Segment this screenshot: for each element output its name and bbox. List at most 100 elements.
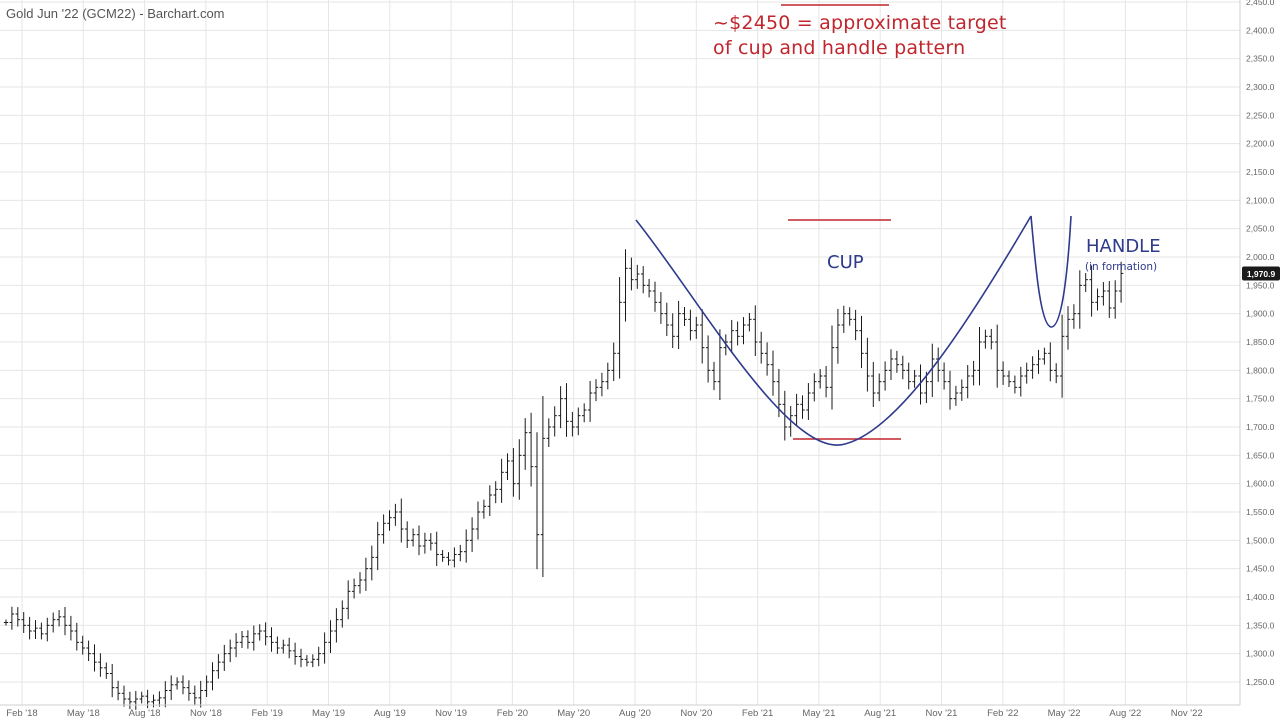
ohlc-bar xyxy=(936,347,941,382)
ohlc-bar xyxy=(375,521,380,571)
ohlc-bar xyxy=(369,545,374,581)
y-tick-label: 1,650.0 xyxy=(1246,450,1275,460)
ohlc-bar xyxy=(552,406,557,437)
y-tick-label: 1,450.0 xyxy=(1246,564,1275,574)
ohlc-bar xyxy=(275,636,280,654)
x-tick-label: Nov '21 xyxy=(926,708,958,719)
ohlc-bar xyxy=(1065,306,1071,350)
ohlc-bar xyxy=(351,578,357,599)
ohlc-bar xyxy=(127,691,133,710)
ohlc-bar xyxy=(169,675,174,700)
ohlc-bar xyxy=(322,632,327,664)
y-tick-label: 2,000.0 xyxy=(1246,252,1275,262)
x-tick-label: May '19 xyxy=(312,708,345,719)
ohlc-bar xyxy=(204,675,209,698)
ohlc-bar xyxy=(1077,270,1082,329)
ohlc-bar xyxy=(410,528,416,547)
ohlc-bar xyxy=(292,642,298,665)
y-tick-label: 1,900.0 xyxy=(1246,309,1275,319)
ohlc-bar xyxy=(298,648,304,668)
ohlc-bar xyxy=(110,663,115,698)
x-tick-label: Nov '18 xyxy=(190,708,222,719)
x-tick-label: May '18 xyxy=(67,708,100,719)
x-tick-label: Nov '19 xyxy=(435,708,467,719)
ohlc-bar xyxy=(747,312,752,332)
ohlc-bar xyxy=(163,681,168,708)
ohlc-bar xyxy=(629,257,634,291)
ohlc-bar xyxy=(759,331,764,364)
y-tick-label: 1,850.0 xyxy=(1246,337,1275,347)
ohlc-bar xyxy=(192,685,197,706)
y-tick-label: 2,150.0 xyxy=(1246,167,1275,177)
ohlc-bar xyxy=(1048,342,1053,382)
ohlc-bar xyxy=(1024,362,1029,384)
ohlc-bar xyxy=(641,266,646,294)
ohlc-bar xyxy=(1036,349,1041,374)
ohlc-bar xyxy=(428,533,433,551)
ohlc-bar xyxy=(711,361,717,391)
ohlc-bar xyxy=(304,655,310,667)
ohlc-bar xyxy=(121,685,127,707)
ohlc-bar xyxy=(245,630,251,649)
ohlc-bar xyxy=(652,281,658,312)
x-tick-label: Nov '22 xyxy=(1171,708,1203,719)
handle-sublabel: (in formation) xyxy=(1085,261,1158,273)
ohlc-bar xyxy=(900,355,905,380)
ohlc-bar xyxy=(764,342,770,376)
ohlc-bar xyxy=(989,328,994,350)
y-tick-label: 1,800.0 xyxy=(1246,365,1275,375)
ohlc-bar xyxy=(635,264,640,289)
ohlc-bar xyxy=(139,691,144,704)
ohlc-bar xyxy=(794,393,799,427)
ohlc-bar xyxy=(623,249,628,322)
y-tick-label: 1,600.0 xyxy=(1246,479,1275,489)
x-tick-label: Aug '21 xyxy=(864,708,896,719)
ohlc-bar xyxy=(98,653,103,677)
ohlc-bar xyxy=(646,278,652,298)
y-tick-label: 1,250.0 xyxy=(1246,677,1275,687)
y-tick-label: 1,750.0 xyxy=(1246,394,1275,404)
chart-title: Gold Jun '22 (GCM22) - Barchart.com xyxy=(6,6,225,21)
ohlc-bar xyxy=(823,366,829,398)
x-tick-label: Aug '20 xyxy=(619,708,651,719)
ohlc-bar xyxy=(1089,265,1094,317)
ohlc-bar xyxy=(251,625,256,651)
ohlc-bar xyxy=(257,624,262,641)
ohlc-bar xyxy=(670,313,675,349)
ohlc-bar xyxy=(499,458,504,503)
ohlc-bar xyxy=(877,373,882,402)
ohlc-bar xyxy=(983,329,988,349)
ohlc-bar xyxy=(930,343,935,397)
ohlc-bar xyxy=(658,292,664,324)
ohlc-bar xyxy=(464,529,469,563)
ohlc-bar xyxy=(357,572,363,594)
ohlc-bar xyxy=(1018,366,1023,397)
ohlc-bar xyxy=(104,662,109,679)
y-tick-label: 2,450.0 xyxy=(1246,0,1275,7)
ohlc-bar xyxy=(1059,314,1065,398)
ohlc-bar xyxy=(576,407,581,436)
y-tick-label: 1,700.0 xyxy=(1246,422,1275,432)
y-tick-label: 2,350.0 xyxy=(1246,54,1275,64)
handle-curve xyxy=(1030,215,1072,328)
ohlc-bar xyxy=(947,370,953,410)
x-tick-label: Nov '20 xyxy=(680,708,712,719)
ohlc-bar xyxy=(1113,280,1118,319)
ohlc-bar xyxy=(1042,347,1047,365)
ohlc-bar xyxy=(829,325,835,410)
ohlc-bar xyxy=(806,383,811,420)
ohlc-bar xyxy=(953,385,959,406)
ohlc-bar xyxy=(558,386,563,429)
ohlc-bar xyxy=(1095,288,1100,311)
target-annotation: ~$2450 = approximate target of cup and h… xyxy=(713,11,1007,61)
ohlc-bar xyxy=(894,350,900,373)
pattern-annotations xyxy=(635,4,1072,446)
y-tick-label: 2,300.0 xyxy=(1246,82,1275,92)
y-tick-label: 1,350.0 xyxy=(1246,620,1275,630)
ohlc-bar xyxy=(770,350,776,396)
y-tick-label: 1,550.0 xyxy=(1246,507,1275,517)
ohlc-bar xyxy=(853,309,858,341)
target-annotation-line2: of cup and handle pattern xyxy=(713,37,966,59)
ohlc-bars xyxy=(3,249,1124,710)
